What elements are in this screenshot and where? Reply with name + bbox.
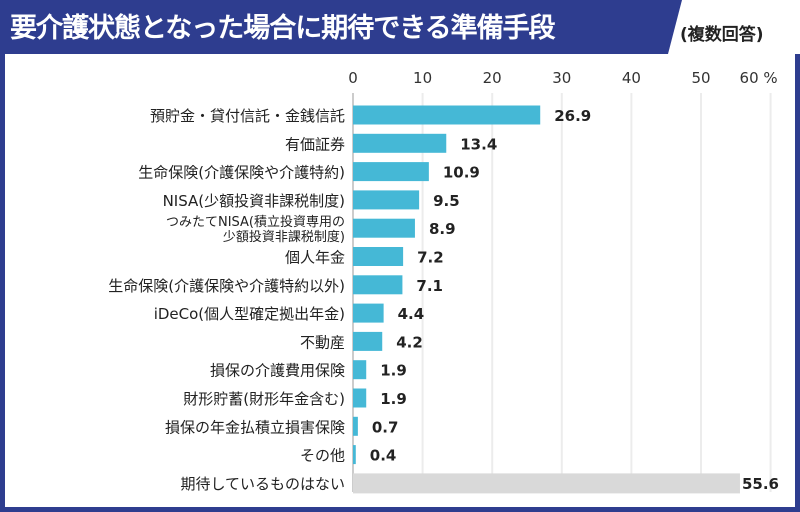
category-label: 生命保険(介護保険や介護特約) [138,164,345,182]
data-label: 55.6 [742,475,779,493]
bar [353,218,415,238]
category-label: 個人年金 [285,249,345,267]
data-label: 1.9 [380,390,407,408]
chart-title: 要介護状態となった場合に期待できる準備手段 [10,13,556,44]
category-label: 生命保険(介護保険や介護特約以外) [108,277,345,295]
data-label: 13.4 [460,135,497,153]
bar [353,105,541,125]
category-label: NISA(少額投資非課税制度) [163,192,345,210]
category-label: 不動産 [300,333,345,351]
category-label: 預貯金・貸付信託・金銭信託 [150,107,345,125]
bar [353,303,384,323]
tick-label: 10 [413,69,432,87]
note-tab [668,0,800,54]
tick-label: 40 [622,69,641,87]
data-label: 1.9 [380,362,407,380]
bar [353,133,447,153]
category-label: 期待しているものはない [180,475,345,493]
bar [353,445,356,465]
category-label: つみたてNISA(積立投資専用の [166,214,345,230]
tick-label: 30 [552,69,571,87]
bar [353,388,367,408]
bar [353,247,404,266]
data-label: 0.4 [370,447,397,465]
bar [353,416,358,436]
data-label: 9.5 [433,192,460,210]
category-label: 財形貯蓄(財形年金含む) [183,390,345,408]
category-label: その他 [300,447,345,465]
tick-label: 60 % [740,69,778,87]
data-label: 4.2 [396,333,423,351]
data-label: 0.7 [372,418,399,436]
bar [353,190,420,210]
data-label: 7.1 [416,277,443,295]
bar [353,331,383,351]
category-label: 損保の介護費用保険 [210,362,345,380]
category-label: 損保の年金払積立損害保険 [165,418,345,436]
bar [353,162,429,182]
data-label: 26.9 [554,107,591,125]
bar [353,360,367,380]
data-label: 10.9 [443,164,480,182]
tick-label: 50 [691,69,710,87]
data-label: 7.2 [417,249,444,267]
data-label: 8.9 [429,220,456,238]
data-label: 4.4 [398,305,425,323]
tick-label: 0 [348,69,358,87]
category-label: iDeCo(個人型確定拠出年金) [154,305,345,323]
bar [353,275,403,295]
category-label: 有価証券 [285,135,345,153]
bar [353,473,740,494]
tick-label: 20 [483,69,502,87]
multiple-answer-note: (複数回答) [680,25,764,45]
category-label: 少額投資非課税制度) [223,229,345,245]
